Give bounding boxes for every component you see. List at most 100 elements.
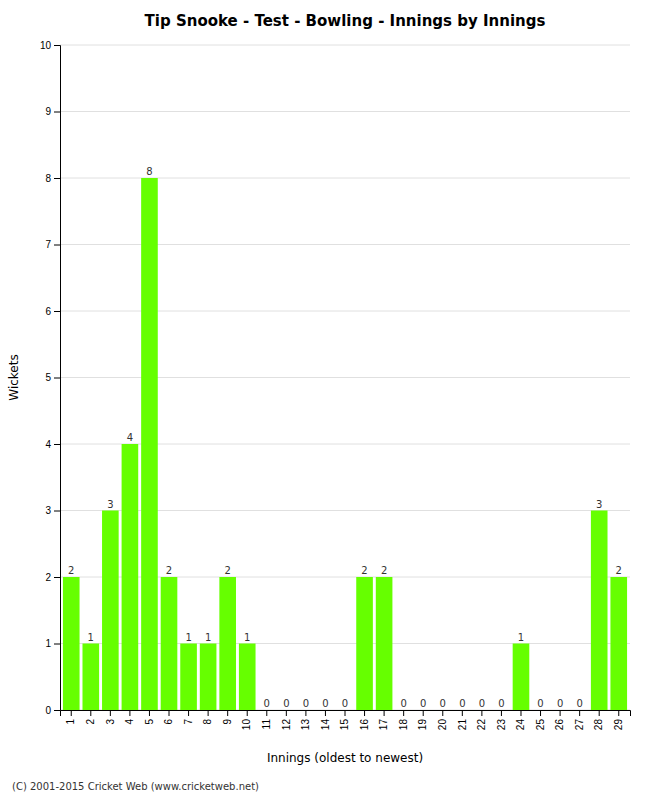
x-tick-label: 8 bbox=[202, 719, 213, 725]
data-label: 3 bbox=[107, 499, 113, 510]
bar bbox=[474, 710, 491, 711]
data-label: 0 bbox=[537, 698, 543, 709]
bar bbox=[493, 710, 510, 711]
y-tick-label: 7 bbox=[45, 239, 51, 250]
bar bbox=[258, 710, 275, 711]
y-tick-label: 4 bbox=[45, 439, 51, 450]
x-tick-mark bbox=[227, 710, 228, 716]
y-tick-mark bbox=[54, 577, 60, 578]
data-label: 0 bbox=[400, 698, 406, 709]
bar bbox=[141, 178, 158, 710]
y-axis-title: Wickets bbox=[7, 354, 21, 400]
x-tick-label: 18 bbox=[398, 719, 409, 731]
x-tick: 16 bbox=[359, 710, 370, 730]
x-tick-label: 11 bbox=[261, 719, 272, 730]
x-tick-label: 24 bbox=[515, 719, 526, 731]
y-tick-mark bbox=[54, 112, 60, 113]
data-label: 0 bbox=[283, 698, 289, 709]
x-tick-label: 27 bbox=[574, 719, 585, 731]
data-label: 8 bbox=[146, 166, 152, 177]
bar bbox=[239, 644, 256, 711]
y-tick: 0 bbox=[45, 705, 60, 716]
bar bbox=[356, 577, 373, 710]
x-tick-label: 10 bbox=[241, 719, 252, 731]
x-tick-mark bbox=[169, 710, 170, 716]
x-tick: 24 bbox=[515, 710, 526, 730]
data-label: 1 bbox=[185, 632, 191, 643]
x-tick: 14 bbox=[320, 710, 331, 730]
x-tick-mark bbox=[305, 710, 306, 716]
grid-line bbox=[60, 111, 630, 112]
data-label: 0 bbox=[459, 698, 465, 709]
y-tick-mark bbox=[54, 710, 60, 711]
x-tick-mark bbox=[247, 710, 248, 716]
x-tick: 1 bbox=[65, 710, 76, 725]
bar bbox=[376, 577, 393, 710]
data-label: 0 bbox=[498, 698, 504, 709]
y-tick-label: 0 bbox=[45, 705, 51, 716]
x-tick-mark bbox=[90, 710, 91, 716]
y-tick-label: 10 bbox=[40, 40, 52, 51]
x-tick-label: 5 bbox=[144, 719, 155, 725]
x-tick: 7 bbox=[183, 710, 194, 725]
bar bbox=[219, 577, 236, 710]
bar bbox=[122, 444, 139, 710]
x-tick: 4 bbox=[124, 710, 135, 725]
x-tick-label: 7 bbox=[183, 719, 194, 725]
x-tick-mark bbox=[129, 710, 130, 716]
x-tick: 9 bbox=[222, 710, 233, 725]
x-tick: 2 bbox=[85, 710, 96, 725]
x-tick: 10 bbox=[241, 710, 252, 730]
x-tick-label: 13 bbox=[300, 719, 311, 731]
bar bbox=[415, 710, 432, 711]
y-tick: 5 bbox=[45, 372, 60, 383]
y-tick-label: 8 bbox=[45, 173, 51, 184]
x-tick-label: 1 bbox=[65, 719, 76, 725]
x-tick-mark bbox=[188, 710, 189, 716]
x-tick-mark bbox=[71, 710, 72, 716]
x-axis-line bbox=[61, 711, 631, 717]
x-tick-mark bbox=[481, 710, 482, 716]
y-tick: 4 bbox=[45, 439, 60, 450]
x-tick: 20 bbox=[437, 710, 448, 730]
bar bbox=[317, 710, 334, 711]
x-tick-label: 25 bbox=[535, 719, 546, 731]
bar bbox=[200, 644, 217, 711]
y-tick: 7 bbox=[45, 239, 60, 250]
x-tick: 19 bbox=[417, 710, 428, 730]
y-axis-line bbox=[54, 46, 61, 711]
x-tick: 13 bbox=[300, 710, 311, 730]
x-tick-mark bbox=[384, 710, 385, 716]
x-tick-mark bbox=[149, 710, 150, 716]
x-tick-mark bbox=[403, 710, 404, 716]
data-label: 4 bbox=[127, 432, 133, 443]
data-label: 0 bbox=[264, 698, 270, 709]
x-tick: 11 bbox=[261, 710, 272, 729]
y-axis: 012345678910 bbox=[40, 40, 61, 716]
x-tick-mark bbox=[462, 710, 463, 716]
x-tick: 8 bbox=[202, 710, 213, 725]
x-tick: 25 bbox=[535, 710, 546, 730]
x-tick-label: 12 bbox=[281, 719, 292, 731]
title: Tip Snooke - Test - Bowling - Innings by… bbox=[145, 12, 546, 30]
x-tick-label: 20 bbox=[437, 719, 448, 731]
y-tick-label: 3 bbox=[45, 505, 51, 516]
y-tick-label: 6 bbox=[45, 306, 51, 317]
x-tick-mark bbox=[364, 710, 365, 716]
x-tick-label: 23 bbox=[496, 719, 507, 731]
chart: 2134821121000002200000010003212345678910… bbox=[0, 0, 650, 800]
data-label: 1 bbox=[205, 632, 211, 643]
x-tick-label: 17 bbox=[378, 719, 389, 731]
y-tick-label: 2 bbox=[45, 572, 51, 583]
data-label: 0 bbox=[557, 698, 563, 709]
data-label: 2 bbox=[68, 565, 74, 576]
data-label: 0 bbox=[303, 698, 309, 709]
bar bbox=[454, 710, 471, 711]
y-tick: 9 bbox=[45, 106, 60, 117]
bar bbox=[552, 710, 569, 711]
x-tick: 27 bbox=[574, 710, 585, 730]
y-tick: 3 bbox=[45, 505, 60, 516]
x-tick-label: 16 bbox=[359, 719, 370, 731]
x-tick-mark bbox=[423, 710, 424, 716]
y-tick-label: 9 bbox=[45, 106, 51, 117]
